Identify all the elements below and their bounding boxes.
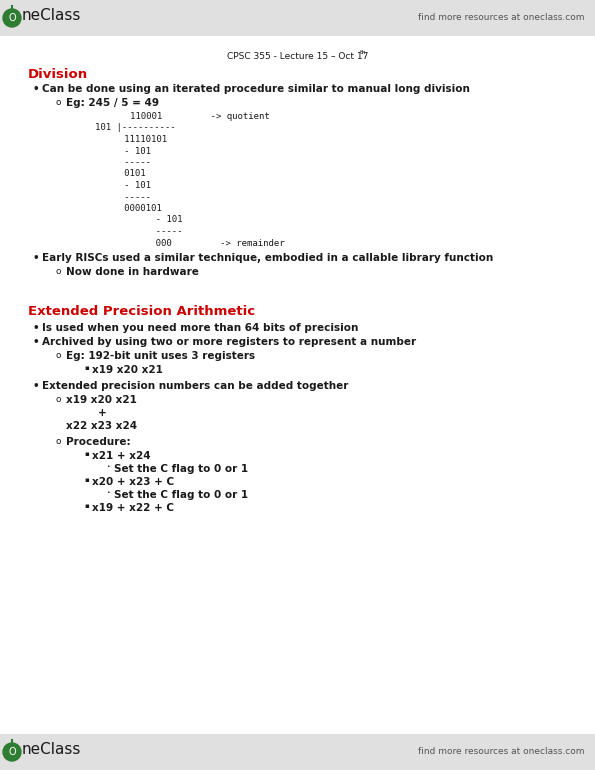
Circle shape bbox=[3, 9, 21, 27]
Text: +: + bbox=[98, 408, 107, 418]
Text: Extended Precision Arithmetic: Extended Precision Arithmetic bbox=[28, 305, 255, 318]
Text: 110001         -> quotient: 110001 -> quotient bbox=[130, 112, 270, 121]
Text: 11110101: 11110101 bbox=[108, 135, 167, 144]
Text: Archived by using two or more registers to represent a number: Archived by using two or more registers … bbox=[42, 337, 416, 347]
Text: - 101: - 101 bbox=[108, 181, 151, 190]
Text: Now done in hardware: Now done in hardware bbox=[66, 267, 199, 277]
Text: -----: ----- bbox=[108, 158, 151, 167]
Text: •: • bbox=[106, 464, 109, 469]
Text: x19 x20 x21: x19 x20 x21 bbox=[66, 395, 137, 405]
Text: •: • bbox=[106, 490, 109, 495]
Text: ▪: ▪ bbox=[84, 503, 89, 509]
Bar bbox=[0, 0, 595, 36]
Text: - 101: - 101 bbox=[118, 216, 183, 225]
Text: o: o bbox=[56, 395, 61, 404]
Text: Division: Division bbox=[28, 68, 88, 81]
Text: x21 + x24: x21 + x24 bbox=[92, 451, 151, 461]
Text: •: • bbox=[32, 337, 39, 347]
Text: o: o bbox=[56, 267, 61, 276]
Text: -----: ----- bbox=[118, 227, 183, 236]
Text: Eg: 192-bit unit uses 3 registers: Eg: 192-bit unit uses 3 registers bbox=[66, 351, 255, 361]
Text: th: th bbox=[359, 50, 366, 55]
Text: CPSC 355 - Lecture 15 – Oct 17: CPSC 355 - Lecture 15 – Oct 17 bbox=[227, 52, 368, 61]
Text: ▪: ▪ bbox=[84, 477, 89, 483]
Text: - 101: - 101 bbox=[108, 146, 151, 156]
Text: Eg: 245 / 5 = 49: Eg: 245 / 5 = 49 bbox=[66, 98, 159, 108]
Text: •: • bbox=[32, 323, 39, 333]
Text: x19 + x22 + C: x19 + x22 + C bbox=[92, 503, 174, 513]
Text: •: • bbox=[32, 253, 39, 263]
Text: 000         -> remainder: 000 -> remainder bbox=[118, 239, 284, 247]
Text: •: • bbox=[32, 84, 39, 94]
Text: o: o bbox=[56, 351, 61, 360]
Text: 0000101: 0000101 bbox=[108, 204, 162, 213]
Text: x20 + x23 + C: x20 + x23 + C bbox=[92, 477, 174, 487]
Text: find more resources at oneclass.com: find more resources at oneclass.com bbox=[418, 747, 585, 756]
Text: neClass: neClass bbox=[22, 742, 82, 757]
Text: -----: ----- bbox=[108, 192, 151, 202]
Text: o: o bbox=[56, 98, 61, 107]
Text: Extended precision numbers can be added together: Extended precision numbers can be added … bbox=[42, 381, 349, 391]
Text: •: • bbox=[32, 381, 39, 391]
Text: Is used when you need more than 64 bits of precision: Is used when you need more than 64 bits … bbox=[42, 323, 358, 333]
Text: Set the C flag to 0 or 1: Set the C flag to 0 or 1 bbox=[114, 464, 248, 474]
Text: 101 |----------: 101 |---------- bbox=[95, 123, 176, 132]
Text: neClass: neClass bbox=[22, 8, 82, 23]
Text: Set the C flag to 0 or 1: Set the C flag to 0 or 1 bbox=[114, 490, 248, 500]
Text: ▪: ▪ bbox=[84, 451, 89, 457]
Text: x19 x20 x21: x19 x20 x21 bbox=[92, 365, 163, 375]
Text: Procedure:: Procedure: bbox=[66, 437, 131, 447]
Text: Early RISCs used a similar technique, embodied in a callable library function: Early RISCs used a similar technique, em… bbox=[42, 253, 493, 263]
Text: 0101: 0101 bbox=[108, 169, 146, 179]
Text: ▪: ▪ bbox=[84, 365, 89, 371]
Text: find more resources at oneclass.com: find more resources at oneclass.com bbox=[418, 13, 585, 22]
Bar bbox=[0, 734, 595, 770]
Text: O: O bbox=[8, 747, 16, 757]
Circle shape bbox=[3, 743, 21, 761]
Text: O: O bbox=[8, 13, 16, 23]
Text: x22 x23 x24: x22 x23 x24 bbox=[66, 421, 137, 431]
Text: Can be done using an iterated procedure similar to manual long division: Can be done using an iterated procedure … bbox=[42, 84, 470, 94]
Text: o: o bbox=[56, 437, 61, 446]
